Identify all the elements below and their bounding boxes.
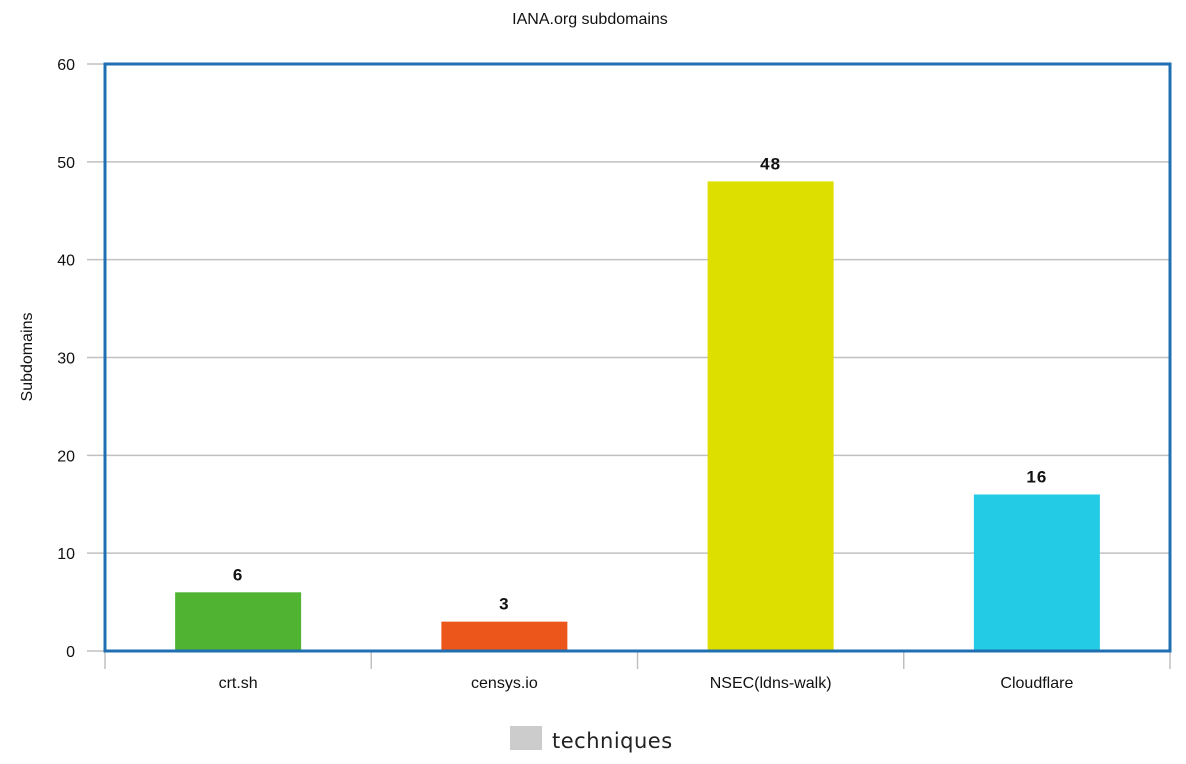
y-tick-label: 10 — [57, 546, 75, 563]
x-tick-label: crt.sh — [219, 675, 258, 692]
data-label: 16 — [1026, 467, 1047, 486]
data-labels: 6 3 48 16 — [233, 154, 1047, 614]
data-label: 6 — [233, 565, 243, 584]
bar — [175, 592, 302, 651]
y-tick-label: 60 — [57, 57, 75, 74]
data-label: 48 — [760, 154, 781, 173]
legend-swatch — [510, 726, 542, 750]
y-tick-label: 0 — [66, 644, 75, 661]
legend[interactable]: techniques — [510, 726, 673, 753]
x-axis: crt.sh censys.io NSEC(ldns-walk) Cloudflare — [104, 651, 1171, 692]
y-tick-label: 30 — [57, 351, 75, 368]
data-label: 3 — [499, 595, 509, 614]
bars — [175, 181, 1100, 651]
y-axis-ticks: 0 10 20 30 40 50 60 — [57, 57, 105, 661]
x-tick-label: censys.io — [471, 675, 538, 692]
bar — [441, 621, 568, 651]
plot-frame — [103, 62, 1172, 653]
x-tick-label: Cloudflare — [1000, 675, 1073, 692]
bar — [707, 181, 834, 651]
y-axis-label: Subdomains — [19, 313, 36, 402]
chart-title: IANA.org subdomains — [512, 11, 668, 28]
y-tick-label: 40 — [57, 253, 75, 270]
bar — [973, 494, 1100, 651]
y-tick-label: 20 — [57, 448, 75, 465]
x-tick-label: NSEC(ldns-walk) — [710, 675, 832, 692]
y-tick-label: 50 — [57, 155, 75, 172]
legend-label: techniques — [552, 729, 673, 753]
